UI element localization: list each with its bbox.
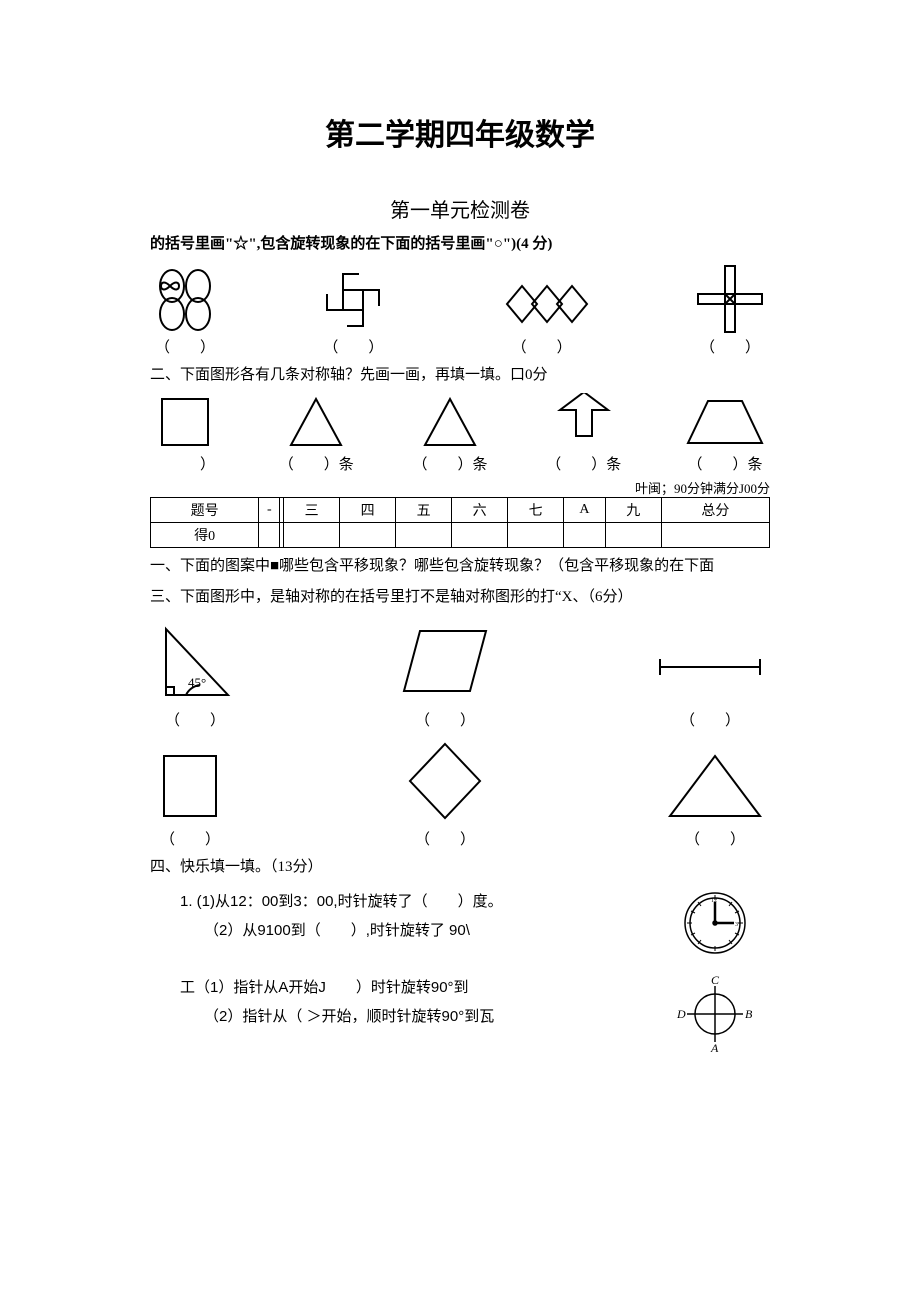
- q2-blank-3: （ ）条: [412, 453, 487, 474]
- q4-block-2: 工（1）指针从A开始J ）时针旋转90°到 （2）指针从（ ＞开始，顺时针旋转9…: [150, 974, 770, 1054]
- svg-text:12: 12: [711, 898, 717, 904]
- th-7: 七: [508, 497, 564, 522]
- row2-label: 得0: [151, 522, 259, 547]
- svg-text:3: 3: [735, 922, 738, 928]
- th-9: 九: [605, 497, 661, 522]
- paren-4: （ ）: [690, 336, 770, 357]
- pattern-3: （ ）: [487, 274, 597, 357]
- sub-title: 第一单元检测卷: [150, 194, 770, 223]
- pattern-row: （ ） （ ） （ ）: [150, 262, 770, 357]
- paren-2: （ ）: [313, 336, 393, 357]
- q3-paren-3: （ ）: [650, 709, 770, 730]
- q3-shape-2: （ ）: [390, 617, 500, 730]
- th-6: 六: [452, 497, 508, 522]
- paren-3: （ ）: [487, 336, 597, 357]
- svg-text:A: A: [710, 1041, 719, 1054]
- th-0: 题号: [151, 497, 259, 522]
- q2-blank-1: ）: [150, 453, 220, 474]
- q3-paren-5: （ ）: [400, 828, 490, 849]
- pattern-2: （ ）: [313, 266, 393, 357]
- q3-paren-4: （ ）: [150, 828, 230, 849]
- main-title: 第二学期四年级数学: [150, 110, 770, 154]
- q1-text: 一、下面的图案中■哪些包含平移现象？哪些包含旋转现象？（包含平移现象的在下面: [150, 554, 770, 580]
- q4-block-1: 1. (1)从12：00到3：00,时针旋转了（ ）度。 （2）从9100到（ …: [150, 888, 770, 958]
- th-8: A: [564, 497, 606, 522]
- clock-figure: 12 3: [660, 888, 770, 958]
- q3-row2: （ ） （ ） （ ）: [150, 736, 770, 849]
- q3-shape-3: （ ）: [650, 637, 770, 730]
- q4-2-2: （2）指针从（ ＞开始，顺时针旋转90°到瓦: [150, 1003, 660, 1032]
- q2-shape-1: ）: [150, 393, 220, 474]
- paren-1: （ ）: [150, 336, 220, 357]
- q2-shapes: ） （ ）条 （ ）条 （ ）条 （ ）条: [150, 393, 770, 474]
- svg-text:C: C: [711, 974, 720, 987]
- q2-shape-5: （ ）条: [680, 393, 770, 474]
- q4-title: 四、快乐填一填。（13分）: [150, 855, 770, 881]
- q3-shape-1: 45° （ ）: [150, 617, 240, 730]
- pattern-1: （ ）: [150, 266, 220, 357]
- th-3: 三: [284, 497, 340, 522]
- compass-figure: C B A D: [660, 974, 770, 1054]
- svg-text:D: D: [676, 1007, 686, 1021]
- q2-shape-2: （ ）条: [279, 393, 354, 474]
- q2-shape-3: （ ）条: [412, 393, 487, 474]
- th-10: 总分: [661, 497, 769, 522]
- table-row: 题号 - 三 四 五 六 七 A 九 总分: [151, 497, 770, 522]
- q3-paren-6: （ ）: [660, 828, 770, 849]
- fragment-line: 的括号里画"☆",包含旋转现象的在下面的括号里画"○")(4 分): [150, 231, 770, 258]
- q2-blank-4: （ ）条: [546, 453, 621, 474]
- th-5: 五: [396, 497, 452, 522]
- q3-paren-2: （ ）: [390, 709, 500, 730]
- q3-text: 三、下面图形中，是轴对称的在括号里打不是轴对称图形的打“X、（6分）: [150, 585, 770, 611]
- th-4: 四: [340, 497, 396, 522]
- q4-2-1: 工（1）指针从A开始J ）时针旋转90°到: [150, 974, 660, 1003]
- q4-1-2: （2）从9100到（ ）,时针旋转了 90\: [150, 917, 660, 946]
- time-note: 叶闽；90分钟满分J00分: [150, 478, 770, 497]
- q3-shape-5: （ ）: [400, 736, 490, 849]
- q2-shape-4: （ ）条: [546, 393, 621, 474]
- score-table: 题号 - 三 四 五 六 七 A 九 总分 得0: [150, 497, 770, 548]
- table-row: 得0: [151, 522, 770, 547]
- pattern-4: （ ）: [690, 262, 770, 357]
- q2-blank-2: （ ）条: [279, 453, 354, 474]
- q3-shape-6: （ ）: [660, 746, 770, 849]
- q2-text: 二、下面图形各有几条对称轴？先画一画，再填一填。口0分: [150, 363, 770, 389]
- exam-page: 第二学期四年级数学 第一单元检测卷 的括号里画"☆",包含旋转现象的在下面的括号…: [0, 0, 920, 1114]
- q3-row1: 45° （ ） （ ） （ ）: [150, 617, 770, 730]
- q4-1-1: 1. (1)从12：00到3：00,时针旋转了（ ）度。: [150, 888, 660, 917]
- q3-paren-1: （ ）: [150, 709, 240, 730]
- svg-text:B: B: [745, 1007, 753, 1021]
- th-1: -: [259, 497, 280, 522]
- q3-shape-4: （ ）: [150, 746, 230, 849]
- q2-blank-5: （ ）条: [680, 453, 770, 474]
